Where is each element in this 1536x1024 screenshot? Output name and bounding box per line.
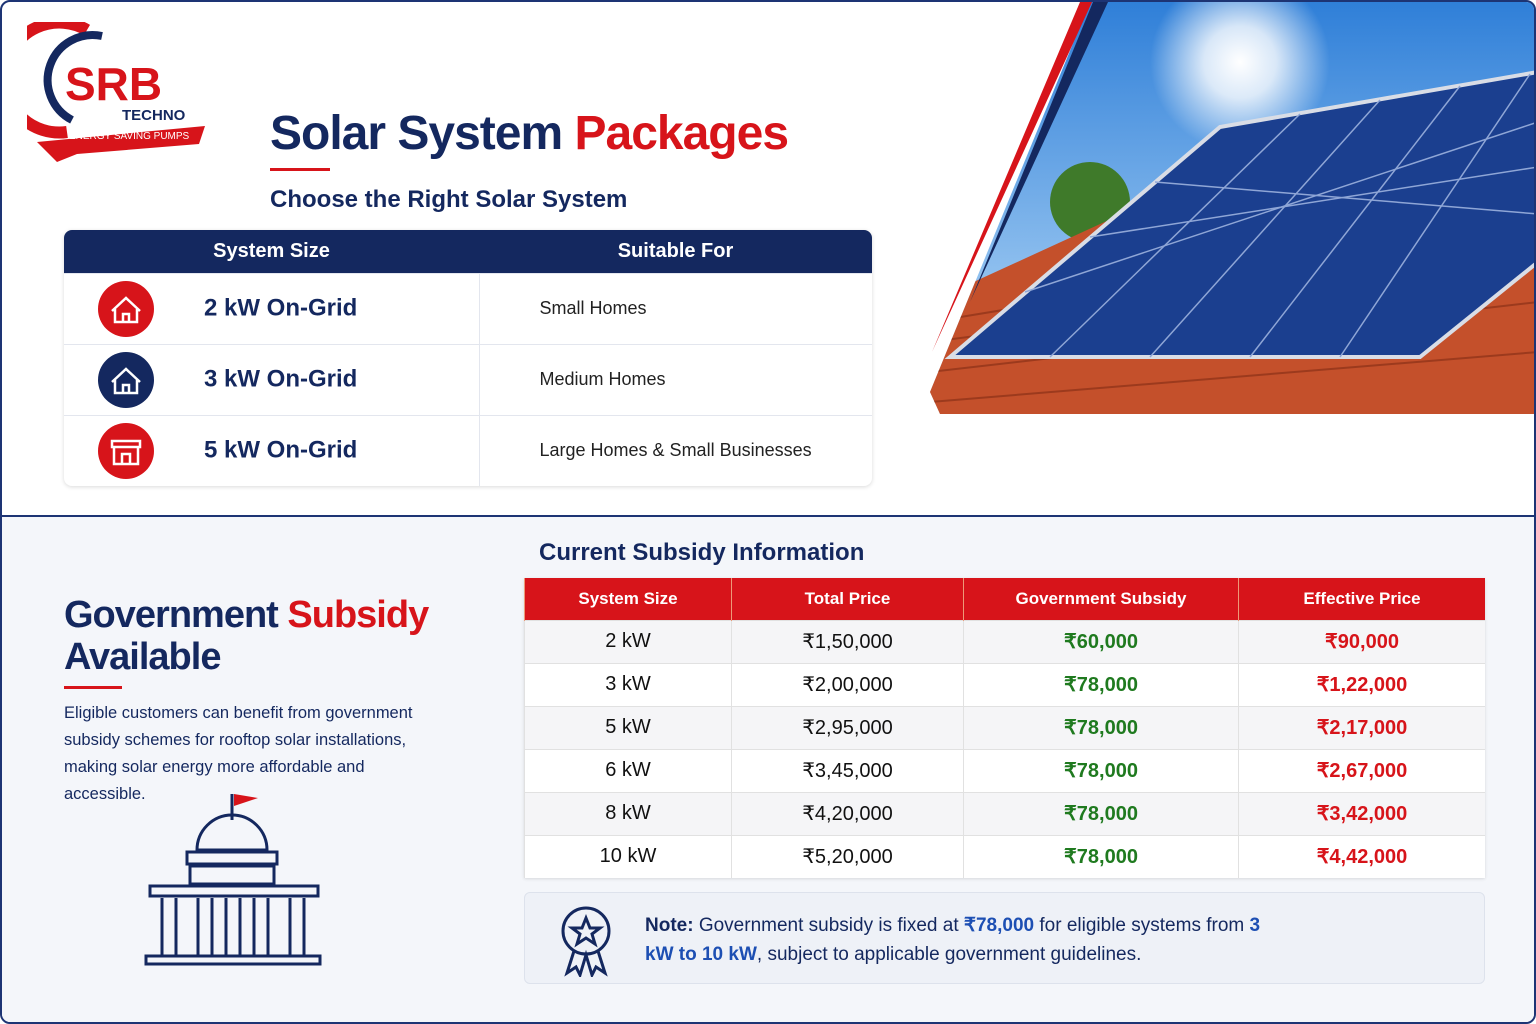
underline [270,168,330,171]
table-cell: 8 kW [524,791,732,835]
note-text: Note: Government subsidy is fixed at ₹78… [645,911,1265,969]
shop-icon [98,422,154,479]
logo: SRB TECHNO ENERGY SAVING PUMPS [27,22,205,162]
title: Solar System Packages [270,106,790,161]
suitable: Large Homes & Small Businesses [478,414,872,486]
table-cell: ₹2,00,000 [731,662,964,706]
table-cell: ₹2,95,000 [731,705,964,749]
home-icon [98,351,154,408]
suitable: Medium Homes [478,343,872,415]
logo-tagline: ENERGY SAVING PUMPS [69,131,190,142]
subsidy-table-title: Current Subsidy Information [539,539,865,566]
table-cell: ₹2,17,000 [1238,705,1485,749]
solar-image [930,2,1534,414]
size: 3 kW On-Grid [204,364,358,392]
table-cell: ₹3,42,000 [1238,791,1485,835]
table-cell: ₹78,000 [963,791,1239,835]
note-text-2: for eligible systems from [1034,915,1250,936]
header-cell: System Size [524,578,732,620]
table-cell: ₹4,20,000 [731,791,964,835]
table-cell: ₹78,000 [963,662,1239,706]
table-cell: 10 kW [524,834,732,878]
title-main: Government [64,594,279,636]
table-row: 3 kW ₹2,00,000 ₹78,000 ₹1,22,000 [524,662,1485,706]
header-cell: Government Subsidy [963,578,1239,620]
table-row: 10 kW ₹5,20,000 ₹78,000 ₹4,42,000 [524,834,1485,878]
table-cell: ₹1,50,000 [731,619,964,663]
table-cell: 2 kW [524,619,732,663]
packages-table: System Size Suitable For 2 kW On-Grid Smal… [64,230,872,486]
home-icon [98,280,154,337]
badge-icon [561,906,611,977]
table-row: 2 kW ₹1,50,000 ₹60,000 ₹90,000 [524,619,1485,663]
table-cell: ₹5,20,000 [731,834,964,878]
table-cell: ₹3,45,000 [731,748,964,792]
header-cell: Total Price [731,578,964,620]
table-cell: ₹60,000 [963,619,1239,663]
note-amount: ₹78,000 [963,915,1035,936]
note-text-3: , subject to applicable government guide… [756,944,1142,965]
underline [64,686,122,689]
logo-sub: TECHNO [122,107,186,124]
table-cell: ₹78,000 [963,834,1239,878]
table-cell: 5 kW [524,705,732,749]
header-cell: Effective Price [1238,578,1485,620]
size: 2 kW On-Grid [204,293,358,321]
size: 5 kW On-Grid [204,436,358,464]
note-label: Note: [645,915,694,936]
title-accent: Subsidy [287,594,429,636]
table-row: 6 kW ₹3,45,000 ₹78,000 ₹2,67,000 [524,748,1485,792]
table-cell: ₹2,67,000 [1238,748,1485,792]
note-box: Note: Government subsidy is fixed at ₹78… [524,892,1485,984]
table-cell: ₹78,000 [963,748,1239,792]
logo-name: SRB [65,58,162,110]
header-cell: Suitable For [479,230,872,273]
table-cell: ₹78,000 [963,705,1239,749]
title-accent: Packages [574,107,790,160]
title-line2: Available [64,636,221,678]
table-cell: 6 kW [524,748,732,792]
table-cell: ₹90,000 [1238,619,1485,663]
table-cell: 3 kW [524,662,732,706]
government-icon [144,794,322,966]
table-row: 8 kW ₹4,20,000 ₹78,000 ₹3,42,000 [524,791,1485,835]
suitable: Small Homes [478,272,872,344]
title-main: Solar System [270,107,563,160]
table-row: 5 kW ₹2,95,000 ₹78,000 ₹2,17,000 [524,705,1485,749]
description: Eligible customers can benefit from gove… [64,704,413,803]
subtitle: Choose the Right Solar System [270,186,628,213]
subsidy-table: System Size Total Price Government Subsidy… [524,578,1485,878]
note-range: 3 kW to 10 kW [645,915,1261,965]
header-cell: System Size [64,230,479,273]
table-cell: ₹4,42,000 [1238,834,1485,878]
subsidy-title: Government Subsidy Available [64,594,429,678]
note-text-1: Government subsidy is fixed at [693,915,964,936]
table-cell: ₹1,22,000 [1238,662,1485,706]
